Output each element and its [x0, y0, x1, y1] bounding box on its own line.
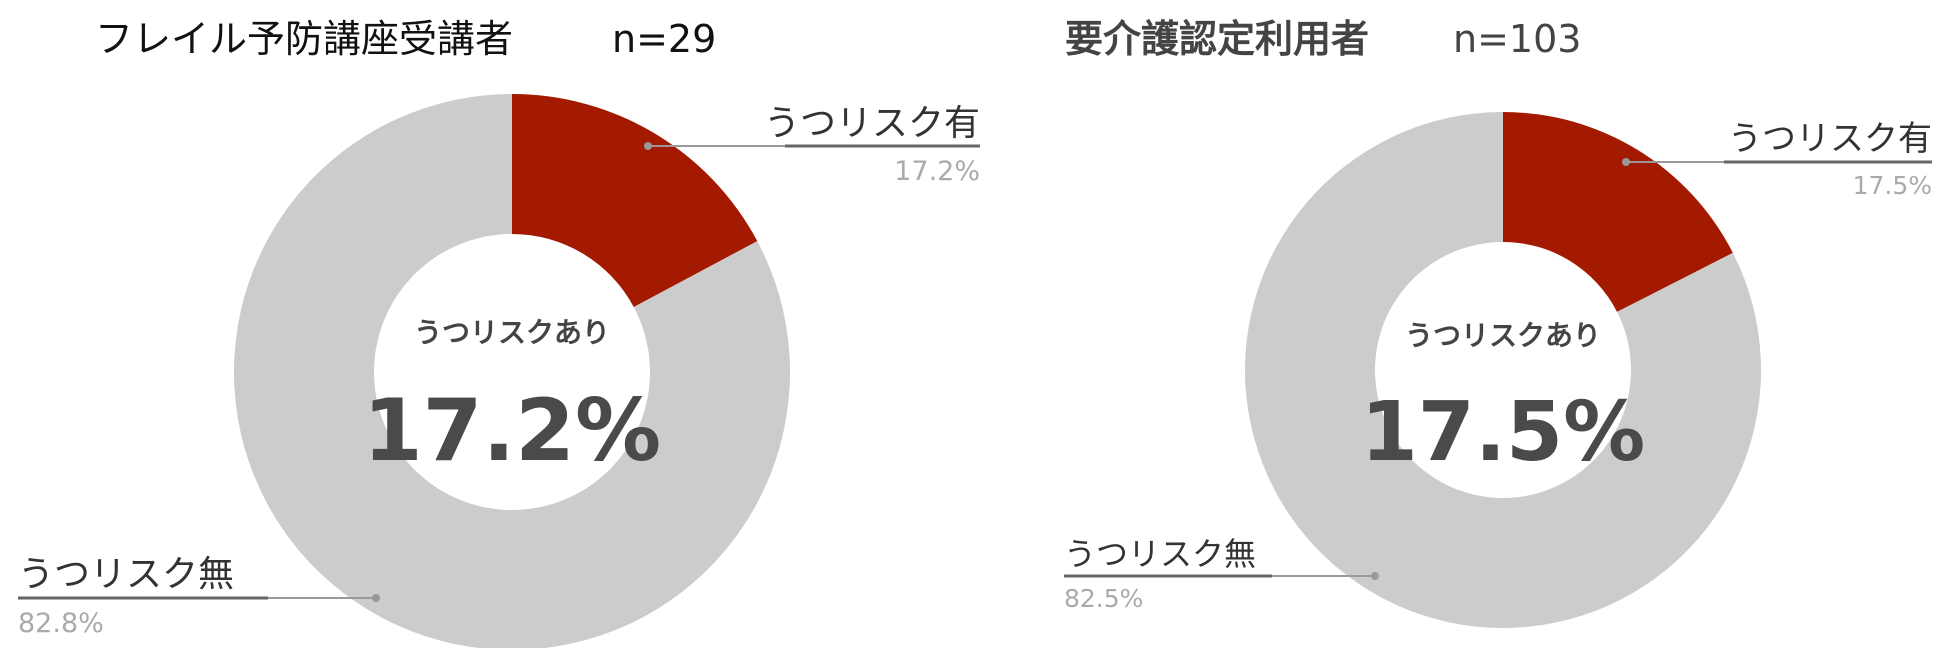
slice-value-risk-yes: 17.5%	[1853, 171, 1932, 200]
slice-label-risk-no: うつリスク無	[18, 554, 234, 595]
donut-slices	[234, 94, 790, 648]
donut-chart-svg: 要介護認定利用者 n=103 うつリスクあり 17.5% うつリスク有 17.5…	[1064, 17, 1932, 628]
donut-chart-care-certified: 要介護認定利用者 n=103 うつリスクあり 17.5% うつリスク有 17.5…	[1040, 0, 1950, 648]
slice-label-risk-no: うつリスク無	[1064, 535, 1256, 573]
donut-slices	[1245, 112, 1761, 628]
chart-sample-size: n=29	[612, 17, 716, 61]
donut-chart-svg: フレイル予防講座受講者 n=29 うつリスクあり 17.2% うつリスク有 17…	[18, 17, 980, 648]
chart-title: フレイル予防講座受講者	[95, 17, 513, 61]
slice-risk-yes	[1503, 112, 1733, 312]
center-label: うつリスクあり	[414, 316, 610, 349]
center-value: 17.2%	[363, 381, 661, 481]
chart-title: 要介護認定利用者	[1065, 17, 1369, 61]
center-label: うつリスクあり	[1405, 319, 1601, 352]
donut-chart-frail-prevention: フレイル予防講座受講者 n=29 うつリスクあり 17.2% うつリスク有 17…	[18, 17, 980, 648]
chart-sample-size: n=103	[1453, 17, 1581, 61]
slice-risk-no	[234, 94, 790, 648]
center-value: 17.5%	[1361, 385, 1645, 480]
slice-risk-yes	[512, 94, 758, 308]
slice-value-risk-no: 82.8%	[18, 608, 104, 639]
slice-label-risk-yes: うつリスク有	[764, 103, 980, 144]
slice-risk-no	[1245, 112, 1761, 628]
slice-label-risk-yes: うつリスク有	[1728, 119, 1932, 159]
slice-value-risk-yes: 17.2%	[894, 156, 980, 187]
slice-value-risk-no: 82.5%	[1064, 584, 1143, 613]
